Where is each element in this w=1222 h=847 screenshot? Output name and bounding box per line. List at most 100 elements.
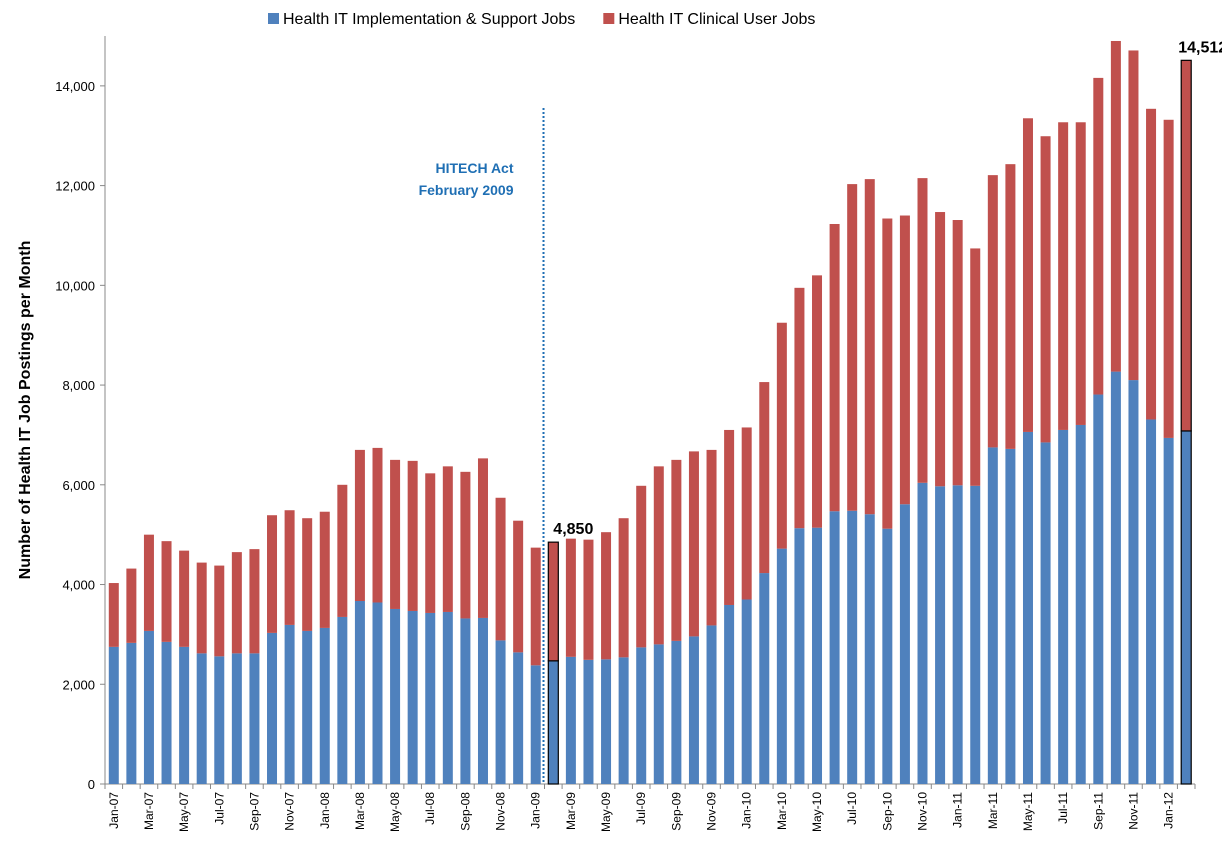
bar-segment	[970, 248, 981, 486]
legend-label: Health IT Implementation & Support Jobs	[283, 11, 575, 28]
bar-segment	[196, 562, 207, 654]
bar-segment	[1110, 371, 1121, 784]
bar-segment	[583, 659, 594, 784]
x-tick-label: Mar-09	[564, 792, 578, 830]
bar-segment	[1075, 424, 1086, 784]
bar-segment	[618, 657, 629, 784]
bar-segment	[899, 215, 910, 505]
bar-segment	[1022, 118, 1033, 432]
bar-segment	[1180, 59, 1192, 432]
bar-segment	[671, 459, 682, 641]
bar-segment	[935, 212, 946, 487]
bar-segment	[583, 539, 594, 660]
x-tick-label: Jul-09	[634, 792, 648, 825]
bar-segment	[513, 652, 524, 784]
bar-segment	[302, 630, 313, 784]
bar-segment	[302, 518, 313, 631]
bar-segment	[706, 449, 717, 626]
bar-segment	[1022, 431, 1033, 784]
bar-segment	[460, 618, 471, 784]
bar-segment	[126, 568, 137, 643]
legend-swatch	[603, 13, 615, 24]
bar-segment	[1093, 77, 1104, 395]
y-tick-label: 12,000	[55, 179, 95, 194]
legend-label: Health IT Clinical User Jobs	[618, 11, 815, 28]
bar-segment	[126, 642, 137, 784]
x-tick-label: Jan-07	[107, 792, 121, 829]
bar-segment	[284, 510, 295, 625]
bar-segment	[847, 184, 858, 511]
y-tick-label: 8,000	[62, 378, 95, 393]
bar-segment	[354, 449, 365, 601]
y-tick-label: 2,000	[62, 677, 95, 692]
x-tick-label: Jul-07	[212, 792, 226, 825]
x-tick-label: Mar-10	[775, 792, 789, 830]
x-tick-label: May-11	[1021, 792, 1035, 831]
bar-segment	[179, 646, 190, 784]
bar-segment	[917, 482, 928, 784]
bar-segment	[759, 382, 770, 574]
bar-segment	[407, 460, 418, 611]
bar-segment	[776, 548, 787, 784]
bar-segment	[108, 583, 119, 647]
bar-segment	[829, 511, 840, 784]
bar-segment	[935, 486, 946, 784]
bar-segment	[882, 528, 893, 784]
x-tick-label: Jan-11	[951, 792, 965, 828]
bar-segment	[547, 541, 559, 662]
x-tick-label: Sep-10	[880, 792, 894, 831]
bar-segment	[741, 427, 752, 600]
x-tick-label: Sep-07	[247, 792, 261, 831]
total-label: 14,512	[1178, 39, 1222, 56]
bar-segment	[565, 538, 576, 657]
bar-segment	[759, 573, 770, 784]
x-tick-label: Jan-09	[529, 792, 543, 829]
bar-segment	[794, 287, 805, 529]
bar-segment	[390, 608, 401, 784]
y-tick-label: 14,000	[55, 79, 95, 94]
x-tick-label: Nov-11	[1126, 792, 1140, 830]
bar-segment	[1075, 122, 1086, 425]
event-label: February 2009	[419, 182, 514, 198]
legend-swatch	[268, 13, 279, 24]
bar-segment	[601, 532, 612, 660]
bar-segment	[776, 322, 787, 549]
bar-segment	[1005, 448, 1016, 784]
bar-segment	[1128, 50, 1139, 381]
x-tick-label: Nov-07	[283, 792, 297, 831]
bar-segment	[477, 458, 488, 618]
bar-segment	[354, 600, 365, 784]
x-tick-label: Sep-08	[458, 792, 472, 831]
bar-segment	[390, 459, 401, 609]
bar-segment	[1040, 442, 1051, 784]
bar-segment	[477, 617, 488, 784]
bar-segment	[372, 602, 383, 784]
bar-segment	[952, 485, 963, 784]
bar-segment	[917, 178, 928, 483]
bar-segment	[618, 518, 629, 658]
bar-segment	[864, 514, 875, 784]
y-tick-label: 4,000	[62, 578, 95, 593]
bar-segment	[337, 616, 348, 784]
bar-segment	[812, 527, 823, 784]
bar-segment	[1058, 429, 1069, 784]
bar-segment	[530, 665, 541, 784]
bar-segment	[724, 604, 735, 784]
y-tick-label: 6,000	[62, 478, 95, 493]
bar-segment	[812, 275, 823, 528]
bar-segment	[495, 640, 506, 784]
bar-segment	[513, 520, 524, 653]
x-tick-label: Mar-07	[142, 792, 156, 830]
bar-segment	[899, 504, 910, 784]
x-tick-label: Mar-08	[353, 792, 367, 830]
bar-segment	[636, 485, 647, 648]
bar-segment	[987, 175, 998, 448]
x-tick-label: May-08	[388, 792, 402, 832]
bar-segment	[460, 471, 471, 619]
bar-segment	[1180, 430, 1192, 785]
bar-segment	[179, 550, 190, 647]
bar-segment	[882, 218, 893, 529]
bar-segment	[688, 636, 699, 784]
bar-segment	[688, 451, 699, 637]
